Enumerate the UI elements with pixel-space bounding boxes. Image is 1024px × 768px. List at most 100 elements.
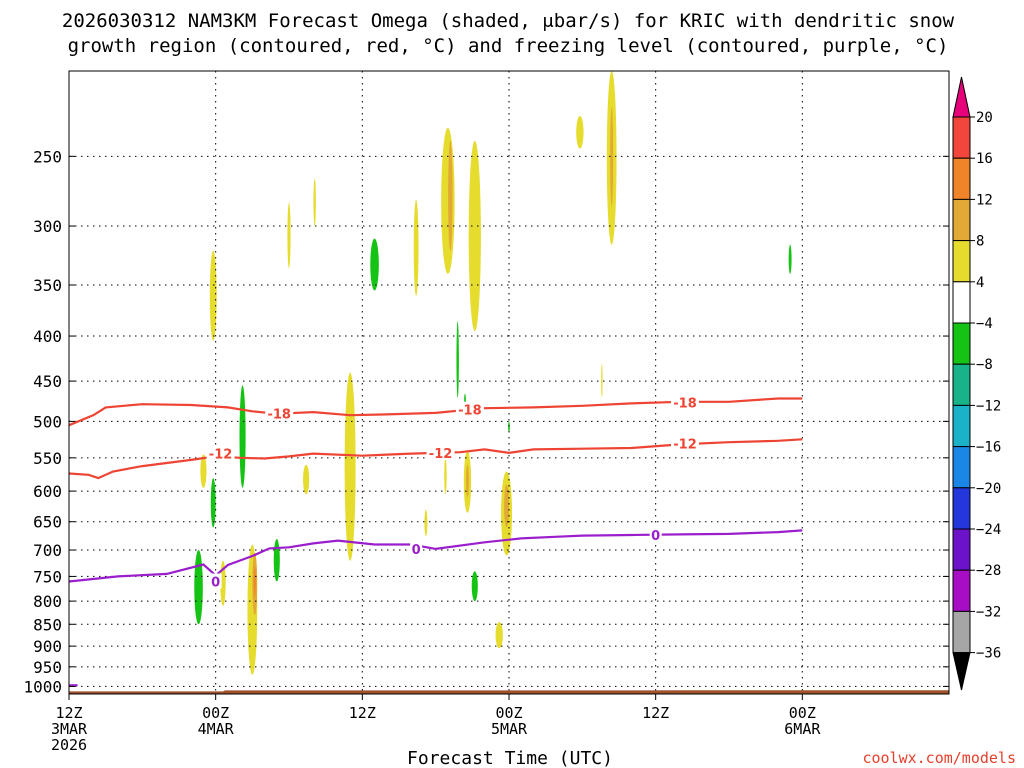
colorbar-label-1: 16 [976, 151, 993, 167]
isotherm-label-bg [671, 435, 699, 451]
y-axis: 250 300 350 400 450 500 550 600 650 700 750 800 850 9… [23, 147, 949, 696]
x-tick-label-30-0: 00Z [789, 704, 816, 722]
credit-text: coolwx.com/models [862, 749, 1016, 767]
omega-area-13 [424, 509, 428, 537]
x-tick-label-12-0: 12Z [349, 704, 376, 722]
colorbar-segment-3 [952, 198, 971, 242]
y-tick-label-450: 450 [33, 372, 62, 391]
omega-area-21 [465, 464, 469, 498]
omega-area-2 [313, 178, 316, 227]
colorbar-label-11: −28 [976, 563, 1001, 579]
colorbar-label-2: 12 [976, 192, 993, 208]
omega-area-26 [456, 321, 459, 398]
x-axis-label: Forecast Time (UTC) [407, 748, 613, 768]
colorbar-top-triangle [952, 76, 971, 118]
colorbar-label-4: 4 [976, 275, 984, 291]
colorbar-segment-13 [952, 610, 971, 654]
y-tick-label-300: 300 [33, 217, 62, 236]
omega-area-28 [210, 478, 216, 528]
isotherm-label-1-1: -12 [429, 447, 453, 462]
x-tick-label-30-1: 6MAR [784, 720, 821, 738]
omega-area-19 [448, 140, 453, 251]
colorbar-segment-6 [952, 322, 971, 365]
isotherm-label-bg [426, 444, 455, 460]
omega-area-5 [468, 140, 481, 332]
omega-area-32 [194, 550, 203, 625]
colorbar-segment-5 [952, 281, 971, 324]
terrain-fill [69, 690, 949, 694]
grid-lines [69, 71, 949, 694]
isotherm-label-bg [206, 445, 235, 461]
colorbar-label-10: −24 [976, 522, 1001, 538]
isotherm-label-bg [455, 401, 484, 417]
y-tick-label-650: 650 [33, 513, 62, 532]
omega-area-22 [504, 484, 509, 528]
chart-title-line-1: 2026030312 NAM3KM Forecast Omega (shaded… [62, 10, 955, 32]
omega-area-0 [209, 250, 217, 341]
x-tick-label-6-0: 00Z [202, 704, 229, 722]
x-tick-label-18-0: 00Z [495, 704, 522, 722]
omega-area-25 [370, 238, 379, 291]
colorbar-bottom-triangle [952, 652, 971, 691]
isotherm-label-bg [410, 540, 423, 556]
x-tick-label-18-1: 5MAR [491, 720, 528, 738]
omega-area-8 [601, 363, 603, 398]
colorbar-label-5: −4 [976, 316, 993, 332]
omega-area-4 [441, 127, 455, 274]
x-tick-label-6-1: 4MAR [198, 720, 235, 738]
omega-area-9 [200, 454, 207, 488]
isotherm-label-1-0: -12 [209, 448, 233, 463]
y-tick-label-1000: 1000 [23, 677, 62, 696]
colorbar-segment-1 [952, 116, 971, 159]
isotherm-label-bg [649, 526, 662, 542]
isotherm-label-bg [265, 405, 294, 421]
x-tick-label-0-0: 12Z [55, 704, 82, 722]
isotherm-label-bg [671, 394, 699, 410]
colorbar-segment-8 [952, 404, 971, 448]
isotherm-label-2-1: 0 [412, 543, 421, 558]
y-tick-label-800: 800 [33, 592, 62, 611]
omega-area-10 [303, 464, 310, 495]
omega-area-12 [444, 457, 447, 495]
colorbar-label-9: −20 [976, 481, 1001, 497]
y-tick-label-950: 950 [33, 658, 62, 677]
isotherm-label-0-1: -18 [458, 404, 482, 419]
y-tick-label-550: 550 [33, 449, 62, 468]
omega-area-17 [220, 560, 226, 606]
omega-area-1 [287, 202, 291, 269]
y-tick-label-600: 600 [33, 482, 62, 501]
terrain-ground [69, 690, 949, 694]
y-tick-label-500: 500 [33, 412, 62, 431]
omega-area-11 [344, 372, 356, 561]
y-tick-label-350: 350 [33, 276, 62, 295]
colorbar-segment-9 [952, 446, 971, 489]
x-tick-label-24-0: 12Z [642, 704, 669, 722]
colorbar-label-3: 8 [976, 234, 984, 250]
isotherm-label-1-2: -12 [673, 438, 697, 453]
omega-area-3 [413, 199, 419, 296]
x-tick-label-0-2: 2026 [51, 736, 87, 754]
isotherm-label-0-2: -18 [673, 397, 697, 412]
isotherm-label-2-2: 0 [651, 529, 660, 544]
omega-area-27 [239, 385, 246, 488]
colorbar-label-7: −12 [976, 398, 1001, 414]
isotherm-label-0-0: -18 [267, 408, 291, 423]
y-tick-label-850: 850 [33, 615, 62, 634]
colorbar-segment-10 [952, 487, 971, 530]
isotherm-label-bg [209, 573, 222, 589]
isotherm-label-2-0: 0 [211, 575, 220, 590]
y-tick-label-400: 400 [33, 327, 62, 346]
omega-area-16 [495, 622, 503, 649]
colorbar-label-8: −16 [976, 440, 1001, 456]
omega-area-30 [508, 421, 510, 433]
colorbar-segment-4 [952, 240, 971, 283]
colorbar-segment-12 [952, 569, 971, 612]
y-tick-label-750: 750 [33, 567, 62, 586]
isotherm-line-2 [69, 529, 803, 583]
colorbar-segment-7 [952, 363, 971, 406]
y-tick-label-900: 900 [33, 637, 62, 656]
chart-title-line-2: growth region (contoured, red, °C) and f… [68, 35, 949, 57]
isotherm-line-1 [69, 438, 803, 480]
colorbar-label-12: −32 [976, 604, 1001, 620]
